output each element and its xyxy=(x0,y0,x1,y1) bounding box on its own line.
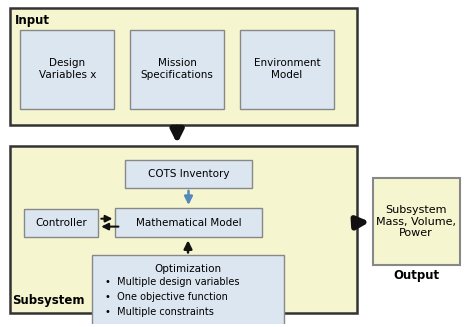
Bar xyxy=(240,30,334,109)
Bar xyxy=(24,209,99,236)
Bar xyxy=(91,255,284,325)
Text: Mission
Specifications: Mission Specifications xyxy=(141,59,214,80)
Text: Mathematical Model: Mathematical Model xyxy=(136,218,241,228)
Text: Design
Variables x: Design Variables x xyxy=(38,59,96,80)
Bar xyxy=(20,30,114,109)
Text: Subsystem
Mass, Volume,
Power: Subsystem Mass, Volume, Power xyxy=(376,205,456,238)
Bar xyxy=(130,30,224,109)
Text: Controller: Controller xyxy=(36,218,87,228)
Bar xyxy=(115,208,262,237)
Bar xyxy=(373,178,460,265)
Text: Output: Output xyxy=(393,268,439,282)
Text: Subsystem: Subsystem xyxy=(12,294,84,307)
Text: •  Multiple design variables
•  One objective function
•  Multiple constraints: • Multiple design variables • One object… xyxy=(105,277,240,317)
Text: Environment
Model: Environment Model xyxy=(254,59,320,80)
Text: Input: Input xyxy=(15,14,50,27)
Bar xyxy=(10,8,357,125)
Bar xyxy=(10,146,357,313)
Text: Optimization: Optimization xyxy=(155,264,221,274)
Bar xyxy=(125,160,252,188)
Text: COTS Inventory: COTS Inventory xyxy=(148,169,229,179)
